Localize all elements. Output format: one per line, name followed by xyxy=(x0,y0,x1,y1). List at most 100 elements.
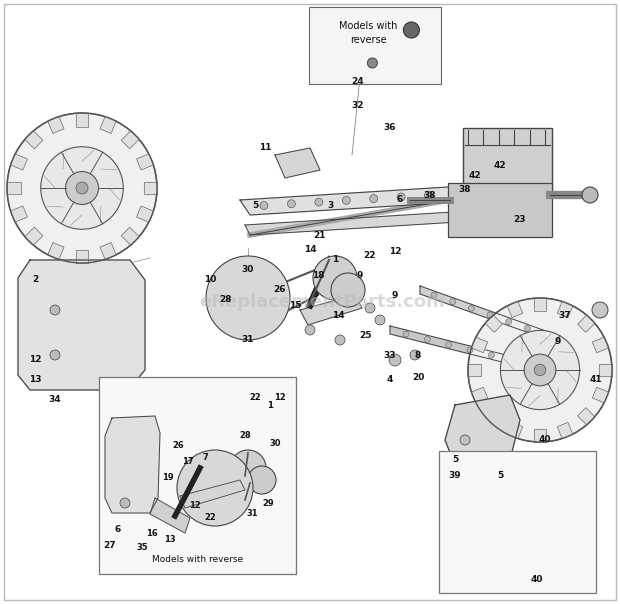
Circle shape xyxy=(343,285,353,295)
Circle shape xyxy=(331,273,365,307)
Text: 21: 21 xyxy=(314,231,326,240)
Circle shape xyxy=(404,22,419,38)
Circle shape xyxy=(7,113,157,263)
Polygon shape xyxy=(485,408,502,425)
Circle shape xyxy=(424,336,430,342)
Circle shape xyxy=(260,202,268,210)
Polygon shape xyxy=(479,477,492,489)
Circle shape xyxy=(365,303,375,313)
Text: 7: 7 xyxy=(202,454,208,463)
Text: 41: 41 xyxy=(590,376,602,385)
Text: 26: 26 xyxy=(172,442,184,451)
Circle shape xyxy=(431,292,437,298)
Text: 35: 35 xyxy=(136,544,148,553)
Text: 20: 20 xyxy=(412,373,424,382)
Polygon shape xyxy=(479,554,492,568)
Text: 33: 33 xyxy=(384,350,396,359)
Text: 37: 37 xyxy=(559,310,571,320)
Polygon shape xyxy=(122,130,140,149)
FancyBboxPatch shape xyxy=(99,377,296,574)
Text: 34: 34 xyxy=(49,396,61,405)
Circle shape xyxy=(205,478,225,498)
Circle shape xyxy=(531,363,537,369)
Circle shape xyxy=(525,326,530,332)
Circle shape xyxy=(487,312,493,318)
Polygon shape xyxy=(48,243,64,260)
Text: 24: 24 xyxy=(352,77,365,86)
Polygon shape xyxy=(507,422,523,439)
Circle shape xyxy=(460,435,470,445)
Text: 18: 18 xyxy=(312,271,324,280)
Circle shape xyxy=(328,271,342,285)
Text: 12: 12 xyxy=(389,248,401,257)
Polygon shape xyxy=(136,206,154,222)
Polygon shape xyxy=(136,154,154,170)
Circle shape xyxy=(313,256,357,300)
Circle shape xyxy=(446,342,451,348)
Circle shape xyxy=(50,305,60,315)
Polygon shape xyxy=(557,301,573,318)
Polygon shape xyxy=(240,185,490,215)
Circle shape xyxy=(513,518,521,527)
Text: 14: 14 xyxy=(304,245,316,254)
Polygon shape xyxy=(468,364,481,376)
Polygon shape xyxy=(592,337,609,353)
Text: 22: 22 xyxy=(204,513,216,522)
Polygon shape xyxy=(122,227,140,245)
Circle shape xyxy=(506,319,511,325)
Polygon shape xyxy=(471,387,488,403)
Text: 36: 36 xyxy=(384,123,396,132)
Text: reverse: reverse xyxy=(350,35,387,45)
Circle shape xyxy=(305,325,315,335)
Text: 32: 32 xyxy=(352,100,365,109)
Circle shape xyxy=(342,196,350,204)
Circle shape xyxy=(206,256,290,340)
Circle shape xyxy=(195,468,235,508)
Text: 9: 9 xyxy=(392,291,398,300)
Text: 28: 28 xyxy=(239,431,251,440)
Polygon shape xyxy=(562,518,572,527)
Polygon shape xyxy=(420,286,560,344)
Polygon shape xyxy=(25,130,43,149)
Circle shape xyxy=(534,364,546,376)
Polygon shape xyxy=(578,408,595,425)
Text: 30: 30 xyxy=(242,266,254,274)
Polygon shape xyxy=(76,249,88,263)
Text: 1: 1 xyxy=(267,402,273,411)
Text: 40: 40 xyxy=(539,435,551,445)
Circle shape xyxy=(321,264,349,292)
Text: 31: 31 xyxy=(242,335,254,344)
Polygon shape xyxy=(599,364,612,376)
Polygon shape xyxy=(534,298,546,311)
Circle shape xyxy=(223,273,273,323)
Circle shape xyxy=(375,315,385,325)
Text: 15: 15 xyxy=(289,301,301,309)
Text: 4: 4 xyxy=(387,376,393,385)
Text: 13: 13 xyxy=(164,536,176,544)
Circle shape xyxy=(237,457,259,479)
Circle shape xyxy=(510,358,516,364)
Text: 22: 22 xyxy=(364,251,376,260)
Text: 12: 12 xyxy=(29,356,42,364)
Polygon shape xyxy=(462,518,472,527)
Text: 5: 5 xyxy=(252,201,258,210)
Text: 12: 12 xyxy=(274,393,286,402)
Circle shape xyxy=(592,302,608,318)
Polygon shape xyxy=(471,337,488,353)
Circle shape xyxy=(177,450,253,526)
Circle shape xyxy=(230,450,266,486)
Circle shape xyxy=(338,280,358,300)
Text: 27: 27 xyxy=(104,542,117,550)
Polygon shape xyxy=(542,554,555,568)
Text: 31: 31 xyxy=(246,509,258,518)
Polygon shape xyxy=(542,477,555,489)
Circle shape xyxy=(410,350,420,360)
Circle shape xyxy=(315,198,323,206)
Circle shape xyxy=(248,466,276,494)
Text: 9: 9 xyxy=(357,271,363,280)
Text: Models with: Models with xyxy=(339,21,397,31)
Polygon shape xyxy=(556,538,569,550)
Polygon shape xyxy=(390,326,550,374)
Circle shape xyxy=(50,350,60,360)
Circle shape xyxy=(368,58,378,68)
